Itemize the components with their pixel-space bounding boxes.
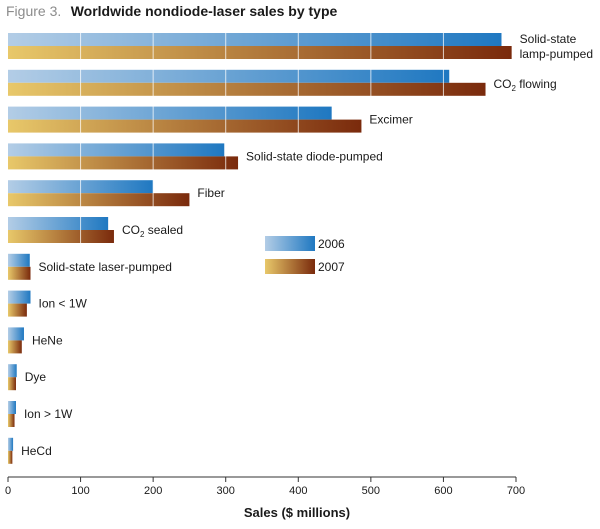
bar-2006: [8, 401, 16, 414]
bar-2006: [8, 290, 31, 304]
x-tick-label: 400: [289, 485, 307, 497]
category-label: HeNe: [32, 333, 63, 347]
bar-2007: [8, 414, 15, 427]
grid-layer: [80, 33, 444, 243]
bar-2006: [8, 364, 17, 378]
category-label: Solid-state lamp-pumped: [520, 32, 593, 61]
bars-layer: [8, 33, 512, 464]
bar-2007: [8, 266, 31, 280]
bar-2006: [8, 437, 14, 451]
bar-2007: [8, 230, 114, 243]
category-label: HeCd: [21, 444, 52, 458]
bar-2007: [8, 119, 362, 133]
x-tick-label: 300: [217, 485, 235, 497]
label-subscript: 2: [140, 230, 145, 239]
chart-title: Figure 3. Worldwide nondiode-laser sales…: [6, 3, 337, 20]
category-label: Dye: [25, 370, 47, 384]
category-label: Fiber: [197, 186, 224, 200]
bar-2006: [8, 69, 450, 83]
label-part: flowing: [516, 77, 557, 91]
bar-2006: [8, 253, 30, 267]
legend: 2006 2007: [265, 236, 345, 274]
category-label: CO2 sealed: [122, 223, 183, 239]
bar-2007: [8, 156, 239, 170]
x-tick-label: 0: [5, 485, 11, 497]
bar-2006: [8, 217, 109, 230]
category-label-line: lamp-pumped: [520, 47, 593, 61]
label-part: CO: [494, 77, 512, 91]
bar-2007: [8, 377, 16, 391]
category-label-line: Solid-state: [520, 32, 577, 46]
bar-2006: [8, 327, 24, 341]
bar-2006: [8, 33, 502, 46]
category-label: CO2 flowing: [494, 77, 557, 93]
label-subscript: 2: [512, 84, 517, 93]
title-prefix: Figure 3.: [6, 3, 61, 19]
x-tick-label: 500: [362, 485, 380, 497]
x-tick-label: 600: [434, 485, 452, 497]
category-label: Solid-state laser-pumped: [38, 260, 171, 274]
bar-2007: [8, 82, 486, 96]
category-label: Ion < 1W: [38, 297, 87, 311]
x-tick-label: 700: [507, 485, 525, 497]
x-axis-title: Sales ($ millions): [244, 505, 350, 520]
legend-swatch-2006: [265, 236, 315, 251]
bar-2006: [8, 143, 225, 157]
category-label: Excimer: [369, 113, 412, 127]
category-label: Ion > 1W: [24, 407, 73, 421]
bar-2007: [8, 46, 512, 59]
bar-2007: [8, 340, 22, 354]
title-text: Worldwide nondiode-laser sales by type: [71, 3, 338, 19]
legend-label-2006: 2006: [318, 237, 345, 251]
legend-label-2007: 2007: [318, 260, 345, 274]
x-tick-label: 100: [71, 485, 89, 497]
x-axis: 0 100 200 300 400 500 600 700: [5, 476, 525, 497]
x-tick-label: 200: [144, 485, 162, 497]
label-part: sealed: [144, 223, 183, 237]
bar-2007: [8, 193, 190, 207]
bar-2007: [8, 450, 13, 464]
legend-swatch-2007: [265, 259, 315, 274]
label-part: CO: [122, 223, 140, 237]
category-label: Solid-state diode-pumped: [246, 149, 383, 163]
bar-2007: [8, 303, 27, 317]
bar-2006: [8, 106, 332, 120]
